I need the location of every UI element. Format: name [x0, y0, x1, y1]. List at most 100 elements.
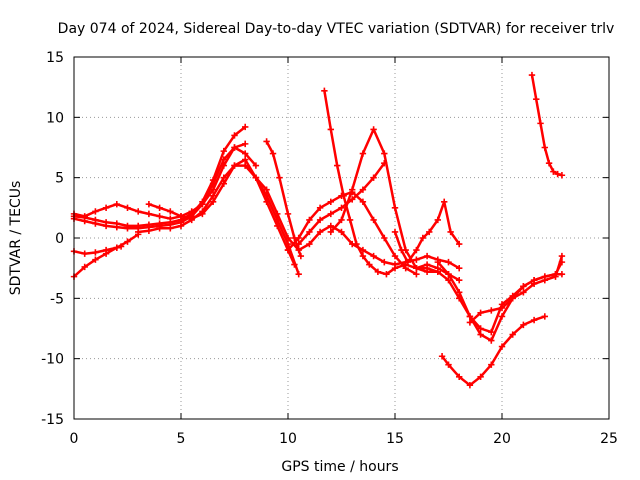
data-point	[456, 240, 463, 248]
data-point	[423, 252, 431, 260]
data-point	[466, 382, 474, 389]
data-point	[558, 252, 566, 260]
data-point	[113, 244, 120, 251]
data-point	[81, 263, 88, 271]
data-point	[552, 271, 559, 278]
data-point	[498, 304, 506, 312]
data-point	[145, 221, 153, 228]
data-point	[338, 228, 345, 236]
x-tick-label: 0	[70, 431, 79, 447]
data-point	[441, 198, 448, 205]
data-point	[381, 258, 388, 266]
data-point	[366, 261, 373, 268]
data-point	[338, 216, 345, 224]
data-point	[477, 331, 484, 338]
data-point	[263, 138, 270, 145]
data-point	[520, 289, 527, 296]
data-point	[370, 126, 377, 133]
data-point	[321, 87, 328, 94]
data-point	[456, 264, 463, 272]
data-point	[242, 123, 249, 131]
data-point	[456, 289, 463, 296]
data-point	[520, 283, 527, 290]
data-point	[550, 168, 557, 175]
data-point	[383, 271, 390, 278]
data-point	[520, 321, 527, 329]
data-point	[554, 170, 561, 178]
series-5	[70, 123, 249, 230]
data-point	[327, 222, 334, 230]
data-point	[316, 228, 324, 236]
data-point	[188, 216, 195, 224]
data-point	[434, 216, 441, 224]
data-point	[81, 250, 88, 257]
data-point	[199, 208, 206, 215]
data-point	[316, 216, 324, 224]
data-point	[113, 201, 120, 208]
data-point	[533, 96, 540, 103]
data-point	[434, 268, 441, 275]
chart-title: Day 074 of 2024, Sidereal Day-to-day VTE…	[58, 21, 615, 37]
data-point	[92, 256, 99, 263]
data-point	[220, 174, 227, 181]
data-point	[426, 228, 433, 236]
data-point	[545, 159, 553, 167]
data-point	[231, 132, 238, 139]
series-line	[136, 164, 300, 276]
data-point	[530, 316, 538, 324]
series-11	[295, 159, 388, 248]
data-point	[477, 309, 484, 317]
data-point	[419, 234, 427, 242]
data-point	[466, 319, 474, 326]
data-point	[537, 120, 544, 127]
data-point	[306, 216, 313, 224]
data-point	[477, 373, 484, 380]
data-point	[124, 222, 131, 230]
data-point	[177, 213, 185, 220]
data-point	[145, 210, 153, 218]
series-3	[70, 140, 249, 222]
series-17	[466, 271, 566, 326]
y-tick-label: -15	[41, 412, 64, 428]
data-point	[349, 186, 356, 193]
data-point	[509, 331, 516, 338]
data-point	[359, 186, 367, 193]
x-axis-label: GPS time / hours	[281, 459, 398, 475]
data-point	[370, 216, 377, 224]
data-point	[113, 220, 120, 227]
data-point	[413, 271, 420, 278]
y-tick-label: -10	[41, 352, 64, 368]
data-point	[488, 307, 495, 314]
data-point	[488, 328, 495, 336]
data-point	[135, 208, 142, 215]
data-point	[274, 210, 281, 218]
data-point	[252, 162, 260, 169]
data-point	[391, 228, 399, 236]
y-tick-label: 10	[46, 110, 64, 126]
x-tick-label: 25	[600, 431, 618, 447]
data-point	[340, 192, 347, 199]
data-point	[156, 225, 163, 232]
y-tick-label: 5	[55, 171, 64, 187]
data-point	[135, 222, 142, 230]
data-point	[81, 214, 88, 221]
series-14	[391, 198, 463, 266]
data-point	[102, 219, 110, 226]
data-point	[413, 264, 420, 272]
x-tick-label: 15	[386, 431, 404, 447]
data-point	[220, 147, 227, 155]
data-point	[498, 343, 506, 350]
data-point	[456, 277, 463, 284]
data-point	[541, 273, 548, 280]
data-point	[434, 258, 441, 266]
data-point	[209, 192, 217, 199]
data-point	[498, 313, 506, 320]
x-tick-label: 20	[493, 431, 511, 447]
data-point	[447, 228, 454, 236]
data-point	[423, 264, 431, 272]
data-point	[124, 238, 131, 245]
x-tick-label: 5	[177, 431, 186, 447]
data-point	[306, 228, 313, 236]
data-point	[242, 156, 249, 163]
